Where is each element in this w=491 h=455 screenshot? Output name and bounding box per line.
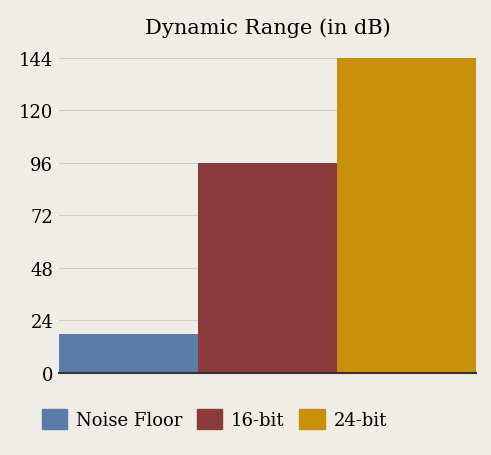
Title: Dynamic Range (in dB): Dynamic Range (in dB) [145,19,390,38]
Bar [59,334,198,373]
Legend: Noise Floor, 16-bit, 24-bit: Noise Floor, 16-bit, 24-bit [34,402,394,436]
Bar [198,163,337,373]
Bar [337,59,476,373]
